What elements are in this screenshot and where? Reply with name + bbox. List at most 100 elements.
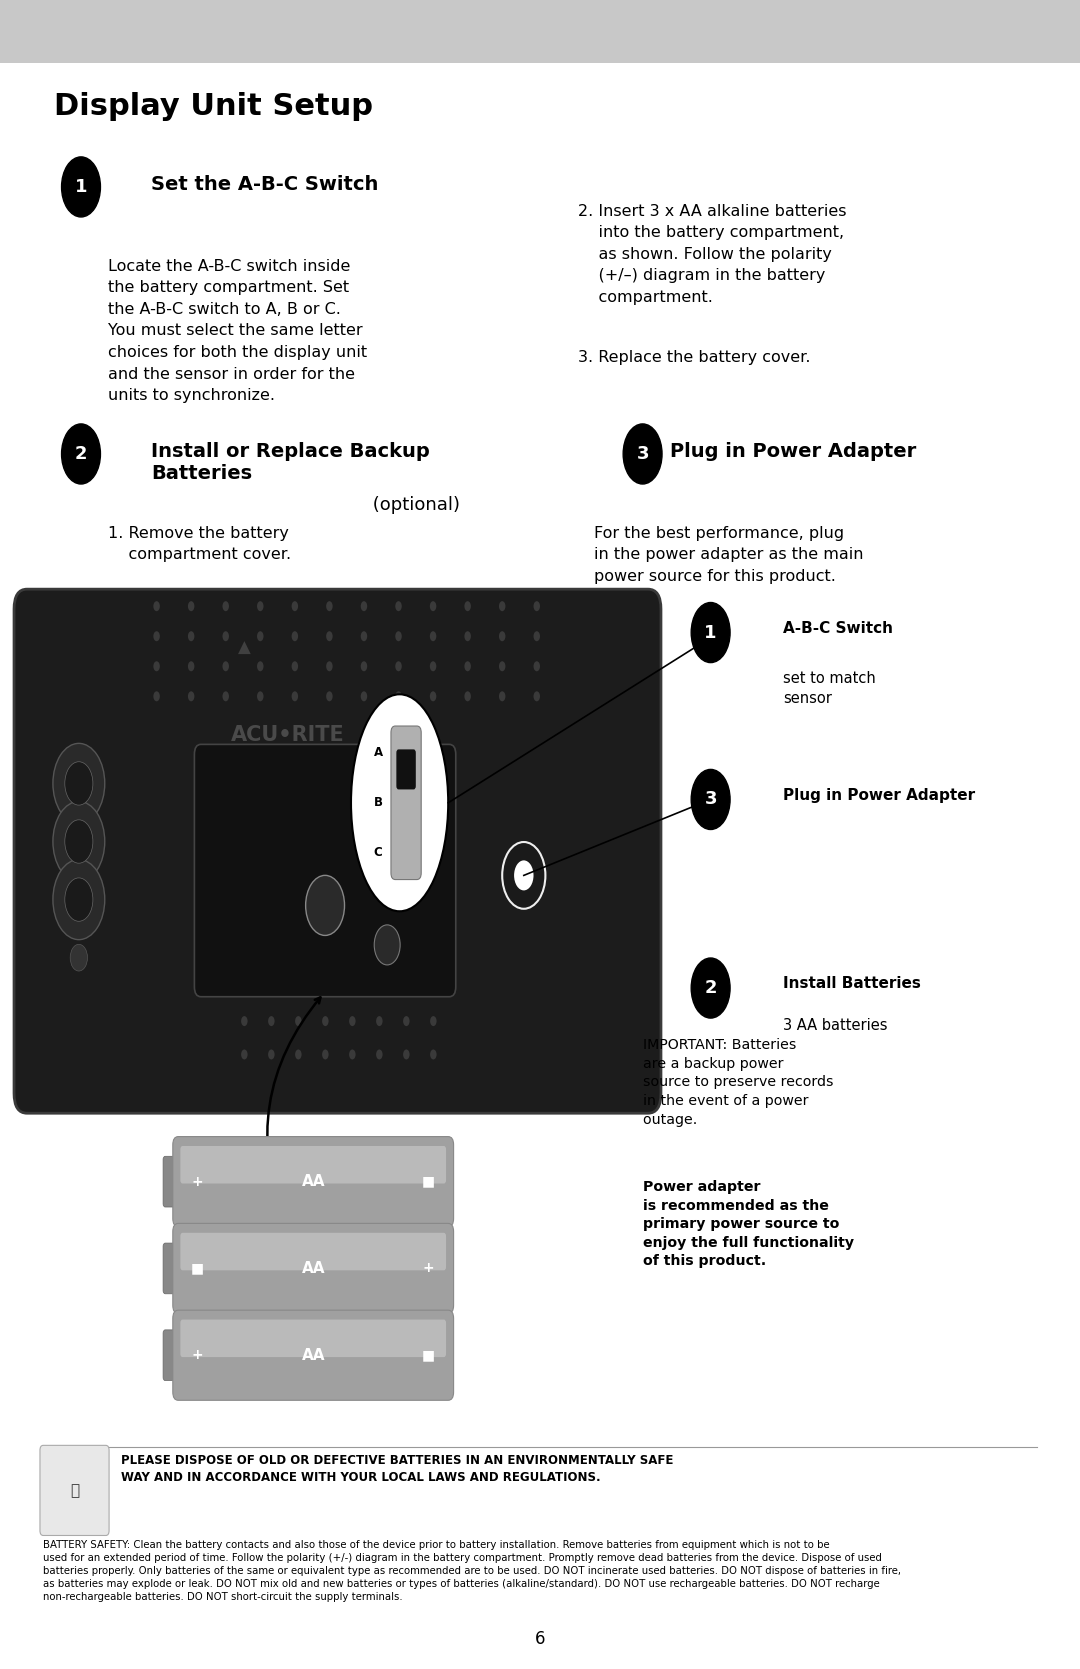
Circle shape: [257, 661, 264, 671]
Circle shape: [222, 691, 229, 701]
Circle shape: [395, 631, 402, 641]
Text: A-B-C Switch: A-B-C Switch: [783, 621, 893, 636]
Circle shape: [53, 860, 105, 940]
Text: Install or Replace Backup
Batteries: Install or Replace Backup Batteries: [151, 442, 430, 484]
Circle shape: [65, 761, 93, 804]
Circle shape: [241, 1050, 247, 1060]
Circle shape: [295, 1050, 301, 1060]
Circle shape: [349, 1016, 355, 1026]
Text: BATTERY SAFETY: Clean the battery contacts and also those of the device prior to: BATTERY SAFETY: Clean the battery contac…: [43, 1540, 901, 1602]
Circle shape: [464, 631, 471, 641]
Circle shape: [62, 157, 100, 217]
Circle shape: [292, 691, 298, 701]
Circle shape: [153, 691, 160, 701]
Circle shape: [499, 691, 505, 701]
Circle shape: [376, 1050, 382, 1060]
Circle shape: [623, 424, 662, 484]
FancyBboxPatch shape: [391, 726, 421, 880]
Text: 🔋: 🔋: [70, 1484, 79, 1497]
Circle shape: [257, 691, 264, 701]
Circle shape: [292, 601, 298, 611]
Circle shape: [257, 631, 264, 641]
Circle shape: [430, 601, 436, 611]
Circle shape: [430, 631, 436, 641]
FancyBboxPatch shape: [173, 1223, 454, 1314]
Text: 1: 1: [704, 624, 717, 641]
Text: For the best performance, plug
in the power adapter as the main
power source for: For the best performance, plug in the po…: [594, 526, 864, 584]
Circle shape: [395, 601, 402, 611]
Circle shape: [257, 601, 264, 611]
Text: ■: ■: [422, 1349, 435, 1362]
Text: C: C: [374, 846, 382, 860]
Text: 6: 6: [535, 1631, 545, 1647]
Circle shape: [65, 819, 93, 863]
Circle shape: [376, 1016, 382, 1026]
Text: 3. Replace the battery cover.: 3. Replace the battery cover.: [578, 350, 810, 366]
Circle shape: [499, 601, 505, 611]
Text: Install Batteries: Install Batteries: [783, 976, 921, 991]
Text: 1: 1: [75, 179, 87, 195]
Circle shape: [361, 601, 367, 611]
Text: ACU•RITE: ACU•RITE: [231, 724, 345, 744]
Circle shape: [326, 601, 333, 611]
Circle shape: [153, 601, 160, 611]
Circle shape: [403, 1050, 409, 1060]
Circle shape: [534, 601, 540, 611]
Circle shape: [153, 661, 160, 671]
Circle shape: [65, 878, 93, 921]
FancyBboxPatch shape: [173, 1310, 454, 1400]
FancyBboxPatch shape: [0, 0, 1080, 63]
Text: (optional): (optional): [367, 496, 460, 514]
Circle shape: [53, 801, 105, 881]
Text: 2: 2: [704, 980, 717, 996]
Circle shape: [430, 661, 436, 671]
Circle shape: [514, 861, 534, 891]
Text: +: +: [423, 1262, 434, 1275]
Circle shape: [326, 691, 333, 701]
FancyBboxPatch shape: [163, 1157, 181, 1207]
FancyBboxPatch shape: [180, 1147, 446, 1183]
Circle shape: [430, 691, 436, 701]
FancyBboxPatch shape: [40, 1445, 109, 1535]
Circle shape: [292, 661, 298, 671]
Text: ■: ■: [422, 1175, 435, 1188]
Circle shape: [326, 631, 333, 641]
Circle shape: [403, 1016, 409, 1026]
Text: A: A: [374, 746, 382, 759]
Circle shape: [464, 661, 471, 671]
Text: +: +: [192, 1349, 203, 1362]
Circle shape: [464, 691, 471, 701]
Text: 3: 3: [636, 446, 649, 462]
Circle shape: [322, 1016, 328, 1026]
Circle shape: [326, 661, 333, 671]
Text: 2: 2: [75, 446, 87, 462]
Circle shape: [322, 1050, 328, 1060]
Text: Display Unit Setup: Display Unit Setup: [54, 92, 373, 120]
Circle shape: [70, 945, 87, 971]
Circle shape: [292, 631, 298, 641]
FancyBboxPatch shape: [180, 1320, 446, 1357]
FancyBboxPatch shape: [14, 589, 661, 1113]
Text: Locate the A-B-C switch inside
the battery compartment. Set
the A-B-C switch to : Locate the A-B-C switch inside the batte…: [108, 259, 367, 404]
Text: 1. Remove the battery
    compartment cover.: 1. Remove the battery compartment cover.: [108, 526, 292, 562]
Text: 2. Insert 3 x AA alkaline batteries
    into the battery compartment,
    as sho: 2. Insert 3 x AA alkaline batteries into…: [578, 204, 847, 305]
Circle shape: [295, 1016, 301, 1026]
Circle shape: [306, 875, 345, 935]
Circle shape: [691, 958, 730, 1018]
Circle shape: [499, 661, 505, 671]
FancyBboxPatch shape: [163, 1243, 181, 1293]
Circle shape: [691, 769, 730, 829]
Circle shape: [464, 601, 471, 611]
Circle shape: [53, 743, 105, 823]
Text: set to match
sensor: set to match sensor: [783, 671, 876, 706]
Circle shape: [222, 601, 229, 611]
Text: +: +: [192, 1175, 203, 1188]
Circle shape: [153, 631, 160, 641]
Circle shape: [502, 843, 545, 910]
FancyBboxPatch shape: [396, 749, 416, 789]
Circle shape: [499, 631, 505, 641]
Circle shape: [430, 1016, 436, 1026]
Text: ■: ■: [191, 1262, 204, 1275]
Circle shape: [222, 631, 229, 641]
Text: Power adapter
is recommended as the
primary power source to
enjoy the full funct: Power adapter is recommended as the prim…: [643, 1180, 853, 1268]
